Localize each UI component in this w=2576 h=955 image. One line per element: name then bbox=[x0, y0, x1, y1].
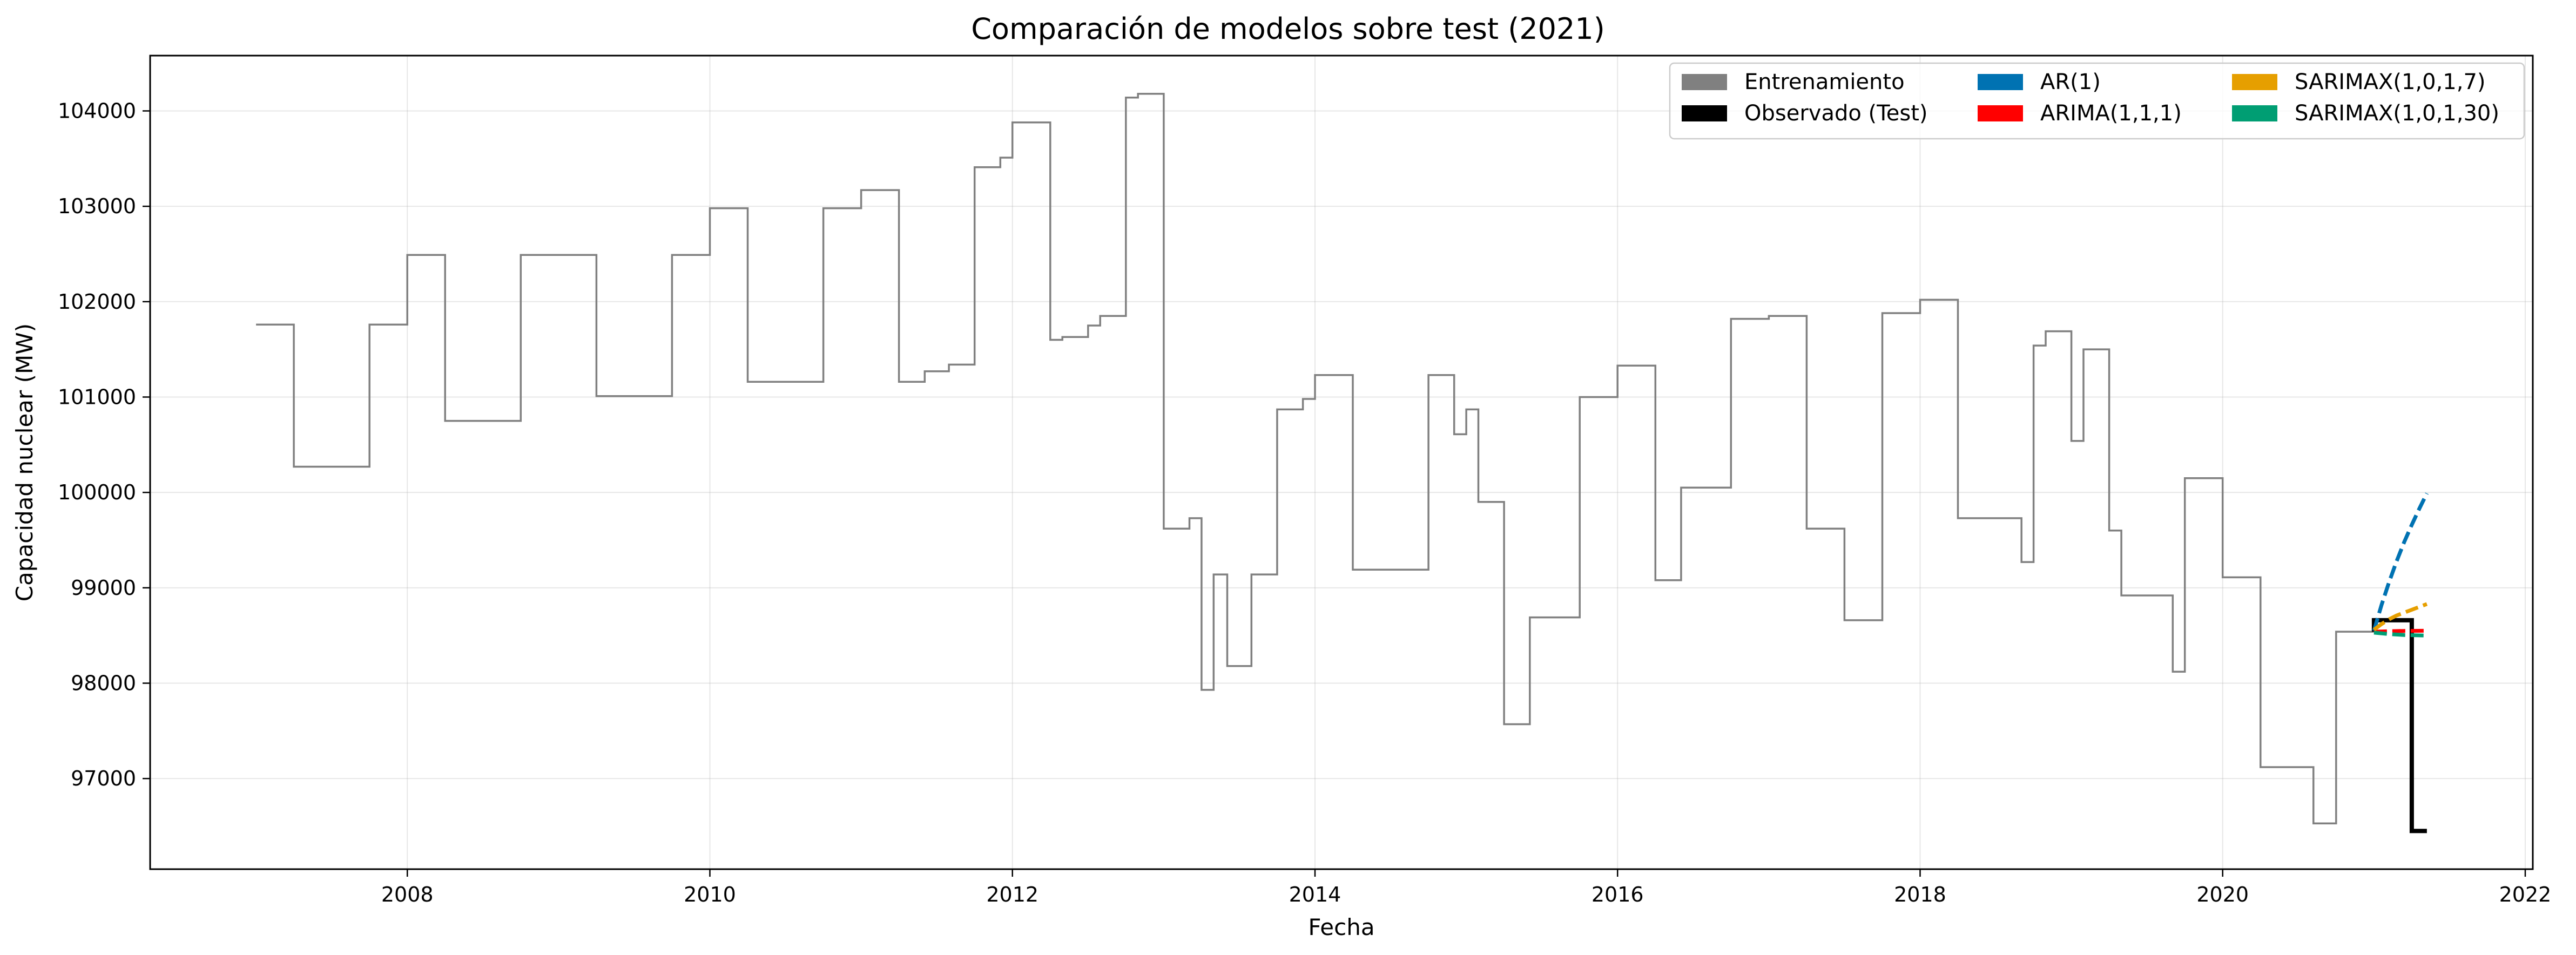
y-tick-label: 99000 bbox=[71, 576, 136, 600]
series-group bbox=[256, 92, 2429, 834]
legend: Entrenamiento Observado (Test) AR(1) ARIMA(… bbox=[1669, 62, 2525, 140]
series-line-ar-1 bbox=[2372, 492, 2429, 632]
legend-swatch-observado-test bbox=[1682, 105, 1727, 121]
x-tick-label: 2018 bbox=[1894, 883, 1946, 906]
plot-frame bbox=[149, 55, 2534, 870]
legend-label-observado-test: Observado (Test) bbox=[1744, 101, 1928, 126]
x-axis-label: Fecha bbox=[1308, 914, 1374, 940]
x-axis: 2008 2010 2012 2014 2016 2018 2020 2022 bbox=[381, 869, 2551, 906]
legend-label-ar-1: AR(1) bbox=[2040, 70, 2101, 94]
y-tick-label: 102000 bbox=[58, 290, 136, 314]
x-tick-label: 2016 bbox=[1592, 883, 1644, 906]
legend-swatch-sarimax-1-0-1-7 bbox=[2232, 74, 2277, 90]
series-line-sarimax-1-0-1-7 bbox=[2372, 602, 2428, 632]
x-tick-label: 2010 bbox=[684, 883, 736, 906]
legend-label-arima-1-1-1: ARIMA(1,1,1) bbox=[2040, 101, 2182, 126]
legend-swatch-arima-1-1-1 bbox=[1978, 105, 2023, 121]
series-line-arima-1-1-1 bbox=[2373, 628, 2427, 634]
y-tick-label: 104000 bbox=[58, 99, 136, 123]
y-tick-label: 100000 bbox=[58, 480, 136, 504]
legend-swatch-entrenamiento bbox=[1682, 74, 1727, 90]
legend-label-sarimax-1-0-1-7: SARIMAX(1,0,1,7) bbox=[2295, 70, 2486, 94]
y-tick-label: 97000 bbox=[71, 767, 136, 790]
x-tick-label: 2020 bbox=[2196, 883, 2249, 906]
legend-label-sarimax-1-0-1-30: SARIMAX(1,0,1,30) bbox=[2295, 101, 2499, 126]
x-tick-label: 2008 bbox=[381, 883, 434, 906]
series-line-entrenamiento bbox=[256, 92, 2374, 824]
legend-label-entrenamiento: Entrenamiento bbox=[1744, 70, 1905, 94]
legend-swatch-sarimax-1-0-1-30 bbox=[2232, 105, 2277, 121]
grid bbox=[150, 56, 2533, 869]
y-axis: 97000 98000 99000 100000 101000 102000 103000 1… bbox=[58, 99, 150, 790]
legend-swatch-ar-1 bbox=[1978, 74, 2023, 90]
x-tick-label: 2022 bbox=[2499, 883, 2552, 906]
y-tick-label: 101000 bbox=[58, 385, 136, 409]
y-tick-label: 103000 bbox=[58, 194, 136, 218]
series-line-observado-test bbox=[2371, 618, 2427, 834]
y-axis-label: Capacidad nuclear (MW) bbox=[11, 323, 38, 601]
y-tick-label: 98000 bbox=[71, 671, 136, 695]
x-tick-label: 2014 bbox=[1289, 883, 1341, 906]
x-tick-label: 2012 bbox=[986, 883, 1039, 906]
series-line-sarimax-1-0-1-30 bbox=[2373, 631, 2427, 638]
chart-title: Comparación de modelos sobre test (2021) bbox=[971, 12, 1605, 46]
legend-box bbox=[1669, 62, 2525, 140]
